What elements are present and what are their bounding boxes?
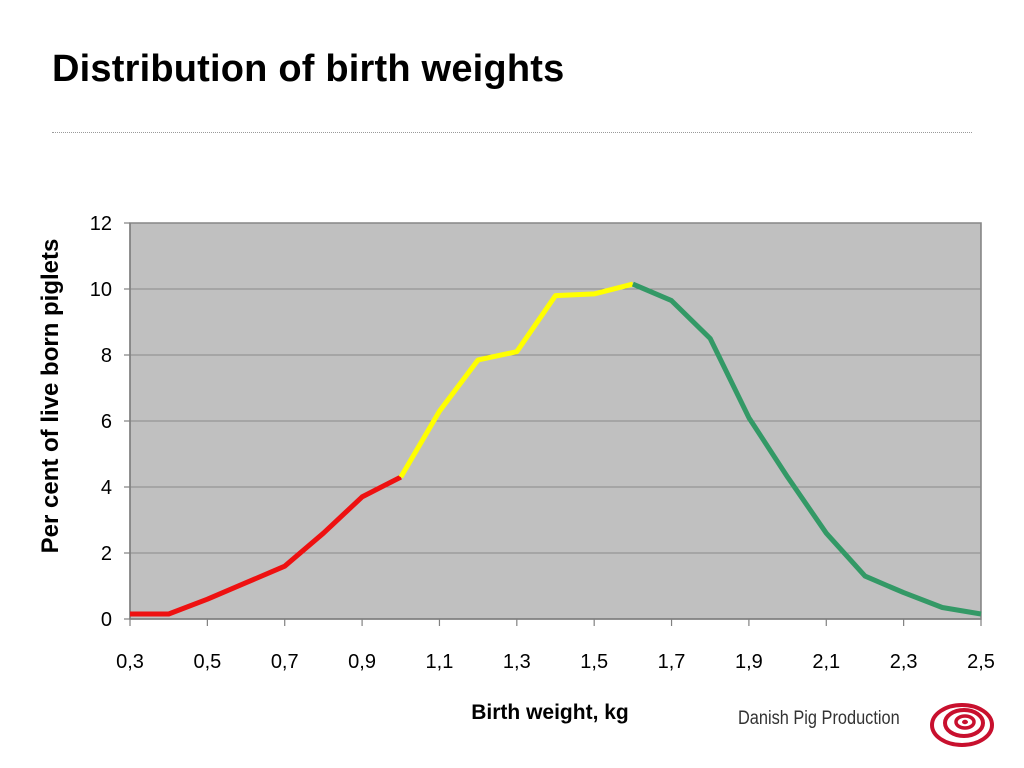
x-tick-labels: 0,3 0,5 0,7 0,9 1,1 1,3 1,5 1,7 1,9 2,1 2,3 2,5 [116,651,995,673]
x-tick-label: 1,9 [735,651,763,673]
x-tick-label: 1,3 [503,651,531,673]
x-tick-label: 2,5 [967,651,995,673]
y-axis-label: Per cent of live born piglets [37,239,64,554]
y-tick-label: 10 [90,279,112,301]
y-tick-label: 6 [101,411,112,433]
brand-name: Danish Pig Production [738,708,900,729]
x-tick-label: 1,7 [658,651,686,673]
x-tick-label: 0,3 [116,651,144,673]
danish-pig-production-logo-icon [930,703,994,747]
x-tick-label: 1,1 [426,651,454,673]
y-tick-label: 8 [101,345,112,367]
y-tick-label: 2 [101,543,112,565]
y-tick-label: 12 [90,213,112,235]
series-lines [130,281,982,617]
title-divider [52,132,972,133]
x-axis-label: Birth weight, kg [471,701,629,724]
series-line-3 [631,281,982,617]
x-tick-label: 0,9 [348,651,376,673]
series-line-2 [398,281,634,479]
y-tick-labels: 0 2 4 6 8 10 12 [90,213,112,631]
x-tick-label: 0,7 [271,651,299,673]
x-tick-label: 2,3 [890,651,918,673]
gridlines [130,222,981,554]
axes [124,222,982,626]
x-tick-label: 1,5 [580,651,608,673]
series-line-1 [130,474,402,617]
x-tick-label: 2,1 [812,651,840,673]
slide-title: Distribution of birth weights [52,48,565,90]
x-tick-label: 0,5 [193,651,221,673]
y-tick-label: 4 [101,477,112,499]
y-tick-label: 0 [101,609,112,631]
